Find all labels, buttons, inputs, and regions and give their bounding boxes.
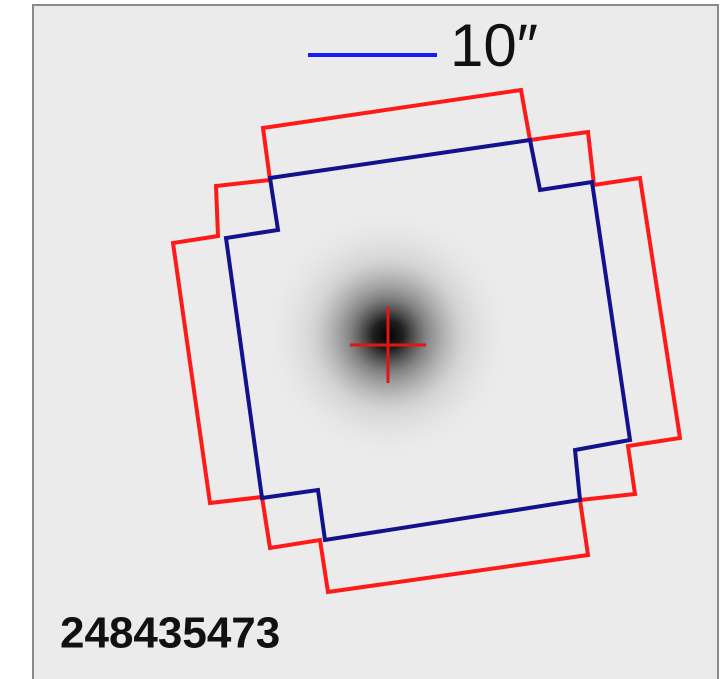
target-id: 248435473 <box>60 609 280 658</box>
image-panel: 10″ 248435473 <box>0 0 725 679</box>
scale-label: 10″ <box>450 12 538 79</box>
page: {"scale_bar": {"label": "10″"}, "target_… <box>0 0 725 679</box>
